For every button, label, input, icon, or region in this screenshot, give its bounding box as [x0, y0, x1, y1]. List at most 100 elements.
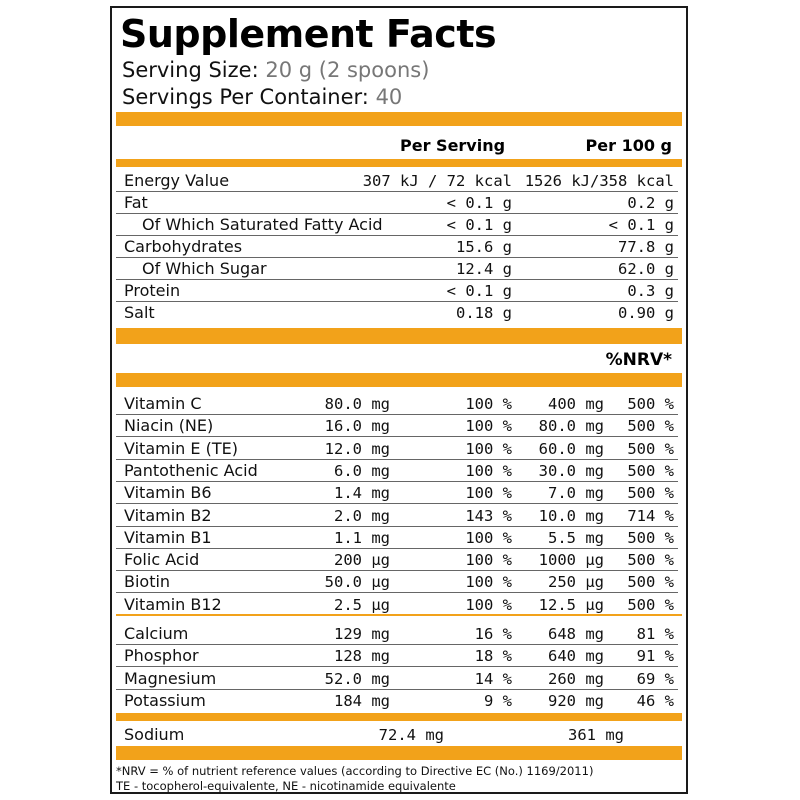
- row-divider: [116, 257, 678, 258]
- amount-per-100g: 260 mg: [548, 669, 604, 688]
- table-row: Phosphor 128 mg 18 % 640 mg 91 %: [116, 643, 678, 665]
- supplement-facts-label: Supplement Facts Serving Size: 20 g (2 s…: [110, 6, 688, 794]
- nutrient-name: Vitamin B6: [124, 483, 212, 503]
- amount-per-serving: 307 kJ / 72 kcal: [362, 172, 512, 190]
- serving-size-value: 20 g (2 spoons): [265, 58, 430, 82]
- table-row: Magnesium 52.0 mg 14 % 260 mg 69 %: [116, 666, 678, 688]
- orange-band: [116, 159, 682, 167]
- table-row: Calcium 129 mg 16 % 648 mg 81 %: [116, 621, 678, 643]
- table-row: Biotin 50.0 µg 100 % 250 µg 500 %: [116, 569, 678, 591]
- amount-per-serving: 50.0 µg: [324, 573, 390, 592]
- nrv-per-100g: 500 %: [627, 461, 674, 480]
- nrv-per-100g: 500 %: [627, 595, 674, 614]
- amount-per-100g: 361 mg: [568, 726, 624, 744]
- row-divider: [116, 458, 678, 460]
- row-divider: [116, 666, 678, 668]
- nrv-per-100g: 500 %: [627, 551, 674, 570]
- nutrient-name: Potassium: [124, 690, 206, 710]
- orange-band: [116, 713, 682, 721]
- header-per-100g: Per 100 g: [585, 136, 672, 155]
- table-row: Fat < 0.1 g 0.2 g: [116, 190, 678, 212]
- serving-size-label: Serving Size:: [122, 58, 259, 82]
- nutrient-name: Sodium: [124, 725, 185, 744]
- amount-per-serving: < 0.1 g: [446, 216, 512, 234]
- row-divider: [116, 525, 678, 527]
- amount-per-serving: 200 µg: [334, 551, 390, 570]
- table-row: Vitamin B12 2.5 µg 100 % 12.5 µg 500 %: [116, 592, 678, 614]
- row-divider: [116, 547, 678, 549]
- nrv-per-100g: 500 %: [627, 439, 674, 458]
- table-row: Niacin (NE) 16.0 mg 100 % 80.0 mg 500 %: [116, 413, 678, 435]
- servings-per-container-value: 40: [375, 85, 403, 109]
- nrv-per-serving: 14 %: [474, 669, 512, 688]
- row-divider: [116, 191, 678, 192]
- amount-per-serving: < 0.1 g: [446, 194, 512, 212]
- nutrient-name: Vitamin E (TE): [124, 438, 238, 458]
- amount-per-serving: 15.6 g: [456, 238, 512, 256]
- amount-per-100g: 30.0 mg: [538, 461, 604, 480]
- amount-per-100g: 62.0 g: [618, 260, 674, 278]
- nrv-per-serving: 100 %: [465, 461, 512, 480]
- table-row: Vitamin B6 1.4 mg 100 % 7.0 mg 500 %: [116, 480, 678, 502]
- nutrient-name: Vitamin B12: [124, 594, 222, 614]
- header-nrv: %NRV*: [605, 350, 672, 370]
- table-row: Energy Value 307 kJ / 72 kcal 1526 kJ/358 …: [116, 168, 678, 190]
- amount-per-100g: 0.90 g: [618, 304, 674, 322]
- orange-band: [116, 328, 682, 344]
- nrv-per-100g: 69 %: [636, 669, 674, 688]
- nutrient-name: Salt: [124, 303, 155, 322]
- amount-per-serving: 72.4 mg: [378, 726, 444, 744]
- nrv-per-serving: 100 %: [465, 595, 512, 614]
- amount-per-100g: 648 mg: [548, 625, 604, 643]
- nrv-per-100g: 91 %: [636, 647, 674, 666]
- amount-per-serving: 128 mg: [334, 647, 390, 666]
- table-row: Potassium 184 mg 9 % 920 mg 46 %: [116, 688, 678, 710]
- nrv-per-serving: 100 %: [465, 395, 512, 413]
- nrv-per-serving: 100 %: [465, 439, 512, 458]
- table-row: Vitamin B2 2.0 mg 143 % 10.0 mg 714 %: [116, 503, 678, 525]
- amount-per-100g: 0.2 g: [627, 194, 674, 212]
- nutrient-name: Vitamin B2: [124, 505, 212, 525]
- orange-band: [116, 373, 682, 387]
- orange-divider: [116, 614, 682, 616]
- table-row: Protein < 0.1 g 0.3 g: [116, 278, 678, 300]
- nrv-per-serving: 100 %: [465, 484, 512, 503]
- serving-size: Serving Size: 20 g (2 spoons): [122, 58, 429, 82]
- nrv-per-100g: 500 %: [627, 484, 674, 503]
- nrv-per-serving: 18 %: [474, 647, 512, 666]
- amount-per-100g: 920 mg: [548, 691, 604, 710]
- footnote-nrv: *NRV = % of nutrient reference values (a…: [116, 764, 594, 778]
- nrv-per-100g: 500 %: [627, 573, 674, 592]
- nrv-per-serving: 143 %: [465, 506, 512, 525]
- amount-per-100g: 60.0 mg: [538, 439, 604, 458]
- nutrient-name: Protein: [124, 281, 181, 300]
- nrv-per-100g: 500 %: [627, 395, 674, 413]
- nutrient-name: Vitamin C: [124, 394, 202, 413]
- amount-per-100g: 250 µg: [548, 573, 604, 592]
- nutrient-name: Of Which Sugar: [142, 259, 267, 278]
- amount-per-100g: 12.5 µg: [538, 595, 604, 614]
- row-divider: [116, 644, 678, 645]
- amount-per-100g: 77.8 g: [618, 238, 674, 256]
- row-divider: [116, 503, 678, 505]
- amount-per-serving: 0.18 g: [456, 304, 512, 322]
- nrv-per-100g: 500 %: [627, 417, 674, 436]
- amount-per-serving: 2.5 µg: [334, 595, 390, 614]
- servings-per-container: Servings Per Container: 40: [122, 85, 402, 109]
- nutrient-name: Carbohydrates: [124, 237, 243, 256]
- table-row: Of Which Sugar 12.4 g 62.0 g: [116, 256, 678, 278]
- table-row: Salt 0.18 g 0.90 g: [116, 300, 678, 322]
- amount-per-100g: 1526 kJ/358 kcal: [524, 172, 674, 190]
- table-row: Folic Acid 200 µg 100 % 1000 µg 500 %: [116, 547, 678, 569]
- table-row: Vitamin C 80.0 mg 100 % 400 mg 500 %: [116, 391, 678, 413]
- nrv-per-serving: 16 %: [474, 625, 512, 643]
- amount-per-serving: 12.0 mg: [324, 439, 390, 458]
- nrv-per-100g: 500 %: [627, 528, 674, 547]
- amount-per-serving: 6.0 mg: [334, 461, 390, 480]
- nutrient-name: Biotin: [124, 572, 171, 592]
- label-title: Supplement Facts: [120, 12, 497, 56]
- nutrient-name: Fat: [124, 193, 148, 212]
- row-divider: [116, 436, 678, 438]
- amount-per-serving: 1.4 mg: [334, 484, 390, 503]
- row-divider: [116, 688, 678, 690]
